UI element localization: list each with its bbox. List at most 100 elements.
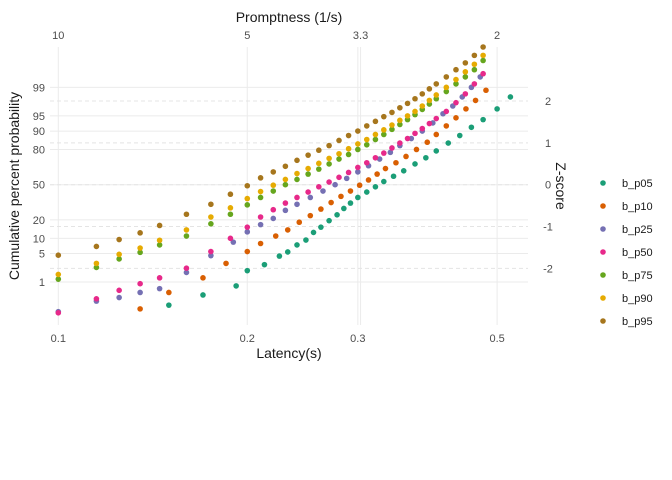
data-point — [471, 52, 478, 59]
legend-item-b_p50: b_p50 — [600, 247, 653, 259]
data-point — [443, 88, 450, 95]
data-point — [345, 169, 352, 176]
data-point — [397, 121, 403, 128]
data-point — [227, 205, 234, 211]
data-point — [347, 188, 354, 194]
y2-tick-label: 0 — [545, 180, 551, 192]
data-point — [307, 212, 314, 219]
data-point — [397, 117, 403, 124]
y2-axis-title: Z-score — [553, 162, 569, 210]
y2-tick-label: 1 — [545, 138, 551, 150]
data-point — [270, 169, 277, 175]
data-point — [282, 176, 289, 183]
data-point — [282, 181, 289, 188]
data-point — [412, 161, 418, 167]
data-point — [93, 264, 100, 271]
data-point — [480, 57, 486, 64]
data-point — [363, 123, 370, 129]
data-point — [200, 275, 206, 281]
data-point — [419, 91, 426, 97]
data-point — [294, 157, 300, 164]
data-point — [336, 156, 342, 162]
data-point — [355, 164, 361, 171]
data-point — [284, 227, 291, 233]
series-b_p10 — [137, 87, 489, 312]
legend-label: b_p05 — [622, 178, 653, 190]
data-point — [355, 128, 361, 134]
data-point — [270, 215, 277, 222]
data-point — [320, 188, 326, 194]
legend-marker — [600, 226, 606, 232]
data-point — [156, 222, 163, 229]
data-point — [413, 146, 420, 153]
legend-marker — [600, 249, 606, 255]
data-point — [397, 104, 403, 111]
y-tick-label: 80 — [33, 144, 45, 156]
data-point — [227, 191, 234, 198]
data-point — [55, 271, 62, 278]
data-point — [453, 115, 459, 121]
data-point — [433, 115, 440, 122]
grid-lines — [50, 47, 528, 325]
data-point — [233, 283, 239, 289]
data-point — [261, 261, 268, 268]
data-point — [433, 92, 440, 98]
data-point — [326, 161, 332, 167]
data-point — [336, 137, 342, 144]
data-point — [137, 249, 143, 256]
legend-label: b_p75 — [622, 270, 653, 282]
data-point — [389, 145, 395, 151]
data-point — [307, 194, 314, 201]
data-point — [419, 125, 426, 132]
y2-tick-label: -1 — [543, 222, 553, 234]
data-point — [326, 155, 332, 162]
legend-label: b_p90 — [622, 293, 653, 305]
data-point — [316, 160, 322, 167]
data-point — [257, 175, 264, 181]
data-point — [137, 306, 143, 312]
data-point — [445, 140, 452, 146]
data-point — [208, 221, 214, 227]
legend: b_p05 b_p10 b_p25 b_p50 b_p75 b_p90 b_p95 — [600, 178, 653, 328]
data-point — [282, 200, 289, 206]
data-point — [468, 124, 475, 131]
data-point — [381, 127, 387, 133]
data-point — [183, 211, 190, 218]
data-point — [381, 131, 387, 138]
data-point — [423, 154, 429, 161]
data-point — [412, 130, 418, 137]
y-tick-label: 5 — [39, 249, 45, 261]
data-point — [227, 235, 234, 242]
data-point — [305, 171, 311, 177]
data-point — [483, 87, 489, 94]
data-point — [137, 230, 143, 236]
data-point — [257, 214, 264, 220]
data-point — [137, 245, 143, 251]
data-point — [93, 295, 100, 302]
x-axis-title: Latency(s) — [256, 345, 321, 361]
y-tick-label: 90 — [33, 126, 45, 138]
data-point — [156, 285, 163, 292]
data-point — [397, 140, 403, 146]
data-point — [341, 205, 347, 212]
data-point — [374, 171, 380, 177]
data-point — [244, 182, 251, 189]
data-point — [208, 248, 214, 255]
data-point — [318, 206, 324, 212]
data-point — [55, 310, 62, 316]
data-point — [183, 233, 190, 239]
data-point — [276, 253, 283, 259]
data-point — [208, 201, 214, 208]
data-point — [116, 294, 122, 301]
legend-marker — [600, 272, 606, 278]
data-point — [389, 109, 395, 116]
data-point — [404, 100, 411, 107]
x-tick-label: 0.3 — [350, 333, 365, 345]
data-point — [393, 159, 399, 166]
data-point — [296, 219, 303, 226]
data-point — [365, 177, 372, 183]
data-point — [244, 202, 251, 208]
data-point — [257, 240, 264, 247]
data-point — [462, 91, 469, 97]
data-point — [381, 113, 387, 120]
